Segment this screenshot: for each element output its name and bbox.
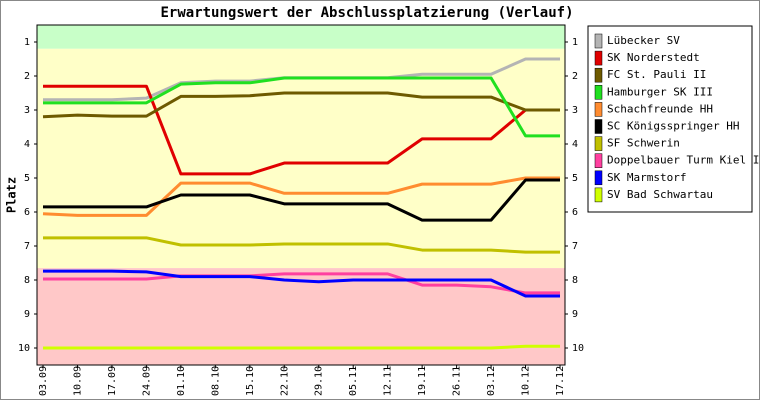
legend-swatch (594, 33, 603, 49)
legend-swatch (594, 67, 603, 83)
x-tick-label: 03.12 (486, 366, 497, 396)
legend-swatch (594, 85, 603, 100)
x-tick-label: 29.10 (314, 366, 325, 396)
series-line (42, 91, 560, 119)
x-tick-label: 15.10 (245, 366, 256, 396)
legend-swatch (594, 187, 603, 203)
y-tick-label: 10 (18, 343, 30, 354)
legend-label: Doppelbauer Turm Kiel II (607, 154, 760, 167)
y-tick-label-right: 8 (572, 275, 578, 286)
y-tick-label-right: 2 (572, 71, 578, 82)
y-tick-label: 9 (24, 309, 30, 320)
x-tick-label: 01.10 (176, 366, 187, 396)
legend-label: FC St. Pauli II (607, 68, 706, 81)
x-tick-label: 17.12 (555, 366, 566, 396)
series-line (43, 272, 560, 295)
legend-label: SV Bad Schwartau (607, 188, 713, 201)
legend-swatch (594, 136, 603, 151)
x-tick-label: 22.10 (279, 366, 290, 396)
y-tick-label: 3 (24, 105, 30, 116)
y-tick-label-right: 9 (572, 309, 578, 320)
y-tick-label-right: 4 (572, 139, 578, 150)
x-tick-label: 24.09 (141, 366, 152, 396)
series-line (43, 344, 560, 350)
zone-band (37, 48, 565, 269)
legend-label: SK Norderstedt (607, 51, 700, 64)
x-tick-label: 10.09 (72, 366, 83, 396)
y-tick-label-right: 6 (572, 207, 578, 218)
legend-label: SK Marmstorf (607, 171, 686, 184)
series-line (42, 176, 560, 217)
y-tick-label: 8 (24, 275, 30, 286)
x-tick-label: 08.10 (210, 366, 221, 396)
legend-label: Lübecker SV (607, 34, 680, 47)
y-tick-label: 6 (24, 207, 30, 218)
x-tick-label: 17.09 (107, 366, 118, 396)
legend-box (587, 25, 753, 213)
legend-label: Schachfreunde HH (607, 102, 713, 115)
y-tick-label-right: 5 (572, 173, 578, 184)
x-tick-label: 12.11 (383, 366, 394, 396)
series-line (43, 236, 560, 254)
y-tick-label-right: 10 (572, 343, 584, 354)
y-tick-label: 5 (24, 173, 30, 184)
x-tick-label: 26.11 (452, 366, 463, 396)
legend-label: SC Königsspringer HH (607, 120, 739, 133)
y-tick-label-right: 3 (572, 105, 578, 116)
y-tick-label-right: 7 (572, 241, 578, 252)
y-tick-label: 7 (24, 241, 30, 252)
series-line (43, 178, 560, 222)
x-tick-label: 03.09 (38, 366, 49, 396)
y-tick-label-right: 1 (572, 37, 578, 48)
series-line (43, 84, 560, 176)
x-tick-label: 10.12 (521, 366, 532, 396)
legend-swatch (594, 50, 603, 66)
y-axis-title: Platz (5, 177, 19, 213)
y-tick-label: 1 (24, 37, 30, 48)
chart-title: Erwartungswert der Abschlussplatzierung … (160, 5, 573, 21)
y-tick-label: 4 (24, 139, 30, 150)
x-tick-label: 05.11 (348, 366, 359, 396)
legend-swatch (594, 102, 603, 117)
y-tick-label: 2 (24, 71, 30, 82)
legend-swatch (594, 170, 603, 186)
zone-band (37, 25, 565, 49)
zone-band (37, 268, 565, 365)
legend-swatch (594, 153, 603, 168)
series-line (43, 269, 560, 298)
plot-border (36, 24, 566, 366)
legend-label: Hamburger SK III (607, 85, 713, 98)
x-tick-label: 19.11 (417, 366, 428, 396)
legend-swatch (594, 119, 603, 134)
legend-label: SF Schwerin (607, 137, 680, 150)
series-line (43, 76, 560, 138)
